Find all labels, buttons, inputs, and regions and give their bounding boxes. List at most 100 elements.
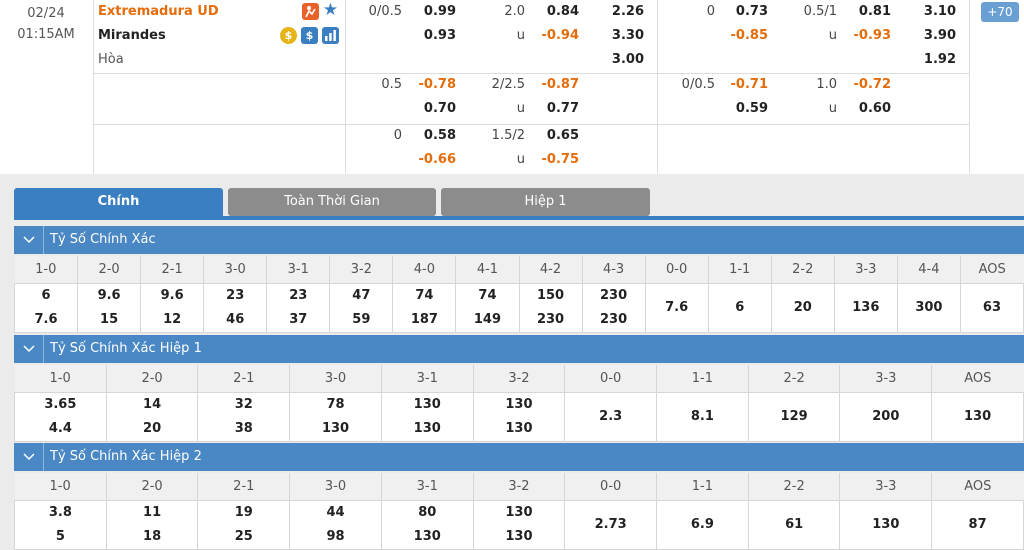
odds-cell[interactable]: 0.65 — [546, 128, 579, 143]
score-odds-cell[interactable]: 130 — [839, 499, 933, 550]
odds-cell[interactable]: -0.85 — [730, 28, 768, 43]
odds-cell[interactable]: 3.00 — [611, 52, 644, 67]
odds-cell[interactable]: 0.81 — [858, 4, 891, 19]
score-odds-cell[interactable]: 32 38 — [197, 391, 291, 442]
score-odds-cell[interactable]: 2.3 — [564, 391, 658, 442]
score-odds-cell[interactable]: 9.6 12 — [140, 282, 205, 333]
score-odds-cell[interactable]: 23 46 — [203, 282, 268, 333]
score-odds-cell[interactable]: 130 130 — [472, 391, 566, 442]
score-odds-value: 6.9 — [690, 516, 714, 532]
score-odds-cell[interactable]: 6 — [707, 282, 772, 333]
odds-cell[interactable]: 3.10 — [923, 4, 956, 19]
score-odds-value: 6 — [735, 299, 745, 315]
odds-cell: 2/2.5 — [491, 77, 525, 92]
odds-cell[interactable]: 0.73 — [735, 4, 768, 19]
odds-cell[interactable]: 2.26 — [611, 4, 644, 19]
score-odds-away: 20 — [143, 420, 162, 436]
score-odds-cell[interactable]: 136 — [833, 282, 898, 333]
score-odds-cell[interactable]: 6.9 — [656, 499, 749, 550]
score-odds-cell[interactable]: 6 7.6 — [13, 282, 79, 333]
score-odds-cell[interactable]: 129 — [747, 391, 841, 442]
odds-cell[interactable]: 1.92 — [923, 52, 956, 67]
score-odds-cell[interactable]: 200 — [839, 391, 933, 442]
tab-first-half[interactable]: Hiệp 1 — [441, 188, 650, 216]
bar-chart-icon[interactable] — [322, 27, 339, 44]
odds-cell[interactable]: 0.99 — [423, 4, 456, 19]
chevron-down-icon[interactable] — [14, 226, 44, 254]
odds-cell[interactable]: -0.71 — [730, 77, 768, 92]
score-odds-home: 23 — [226, 287, 245, 303]
odds-cell[interactable]: -0.87 — [541, 77, 579, 92]
score-odds-cell[interactable]: 87 — [931, 499, 1024, 550]
odds-cell[interactable]: -0.72 — [853, 77, 891, 92]
score-odds-cell[interactable]: 23 37 — [266, 282, 331, 333]
away-team[interactable]: Mirandes — [98, 28, 166, 43]
score-odds-value: 129 — [780, 408, 808, 424]
odds-cell[interactable]: -0.78 — [418, 77, 456, 92]
score-odds-cell[interactable]: 230 230 — [581, 282, 646, 333]
coin-icon[interactable]: $ — [280, 27, 297, 44]
section-header[interactable]: Tỷ Số Chính Xác Hiệp 1 — [14, 335, 1024, 363]
score-odds-cell[interactable]: 3.8 5 — [14, 499, 107, 550]
odds-cell[interactable]: 0.58 — [423, 128, 456, 143]
odds-cell[interactable]: 0.60 — [858, 101, 891, 116]
odds-cell[interactable]: 0.93 — [423, 28, 456, 43]
odds-cell[interactable]: 0.77 — [546, 101, 579, 116]
chevron-down-icon[interactable] — [14, 335, 44, 363]
chevron-down-icon[interactable] — [14, 443, 44, 471]
score-odds-cell[interactable]: 7.6 — [644, 282, 709, 333]
score-odds-cell[interactable]: 74 187 — [392, 282, 457, 333]
score-odds-cell[interactable]: 47 59 — [329, 282, 394, 333]
score-odds-cell[interactable]: 300 — [896, 282, 961, 333]
section-header[interactable]: Tỷ Số Chính Xác — [14, 226, 1024, 254]
score-odds-cell[interactable]: 80 130 — [380, 499, 474, 550]
score-odds-cell[interactable]: 11 18 — [105, 499, 199, 550]
tab-main[interactable]: Chính — [14, 188, 223, 216]
home-team[interactable]: Extremadura UD — [98, 4, 219, 19]
odds-cell[interactable]: 0.59 — [735, 101, 768, 116]
more-markets-button[interactable]: +70 — [981, 2, 1019, 22]
score-odds-cell[interactable]: 20 — [770, 282, 835, 333]
tab-full-time[interactable]: Toàn Thời Gian — [228, 188, 436, 216]
score-header: 2-2 — [770, 256, 835, 283]
score-odds-cell[interactable]: 3.65 4.4 — [14, 391, 107, 442]
odds-cell[interactable]: -0.75 — [541, 152, 579, 167]
score-odds-cell[interactable]: 78 130 — [289, 391, 382, 442]
score-odds-cell[interactable]: 130 130 — [472, 499, 566, 550]
score-odds-home: 14 — [143, 396, 162, 412]
dollar-icon[interactable]: $ — [301, 27, 318, 44]
score-odds-cell[interactable]: 74 149 — [455, 282, 520, 333]
score-odds-home: 9.6 — [160, 287, 184, 303]
odds-cell[interactable]: 0.70 — [423, 101, 456, 116]
score-header: 2-1 — [140, 256, 204, 283]
section-header[interactable]: Tỷ Số Chính Xác Hiệp 2 — [14, 443, 1024, 471]
odds-cell[interactable]: -0.93 — [853, 28, 891, 43]
score-odds-cell[interactable]: 9.6 15 — [77, 282, 142, 333]
odds-cell[interactable]: 0.84 — [546, 4, 579, 19]
score-odds-cell[interactable]: 61 — [747, 499, 841, 550]
score-odds-cell[interactable]: 63 — [959, 282, 1024, 333]
odds-cell[interactable]: 3.30 — [611, 28, 644, 43]
score-odds-value: 2.3 — [599, 408, 623, 424]
odds-cell: 0.5 — [381, 77, 402, 92]
score-odds-cell[interactable]: 8.1 — [656, 391, 749, 442]
score-header: 2-0 — [105, 473, 198, 500]
score-odds-cell[interactable]: 130 — [931, 391, 1024, 442]
odds-cell[interactable]: -0.94 — [541, 28, 579, 43]
score-odds-cell[interactable]: 19 25 — [197, 499, 291, 550]
score-odds-cell[interactable]: 2.73 — [564, 499, 658, 550]
favorite-star-icon[interactable]: ★ — [322, 0, 339, 20]
score-odds-cell[interactable]: 14 20 — [105, 391, 199, 442]
score-odds-cell[interactable]: 44 98 — [289, 499, 382, 550]
odds-cell: 0/0.5 — [681, 77, 715, 92]
score-header: 4-3 — [581, 256, 646, 283]
score-odds-value: 20 — [793, 299, 812, 315]
score-odds-away: 130 — [505, 528, 533, 544]
odds-cell[interactable]: 3.90 — [923, 28, 956, 43]
statistics-icon[interactable] — [302, 3, 319, 20]
odds-cell: u — [828, 101, 837, 116]
score-odds-cell[interactable]: 130 130 — [380, 391, 474, 442]
score-odds-cell[interactable]: 150 230 — [518, 282, 583, 333]
score-odds-value: 300 — [915, 299, 943, 315]
odds-cell[interactable]: -0.66 — [418, 152, 456, 167]
